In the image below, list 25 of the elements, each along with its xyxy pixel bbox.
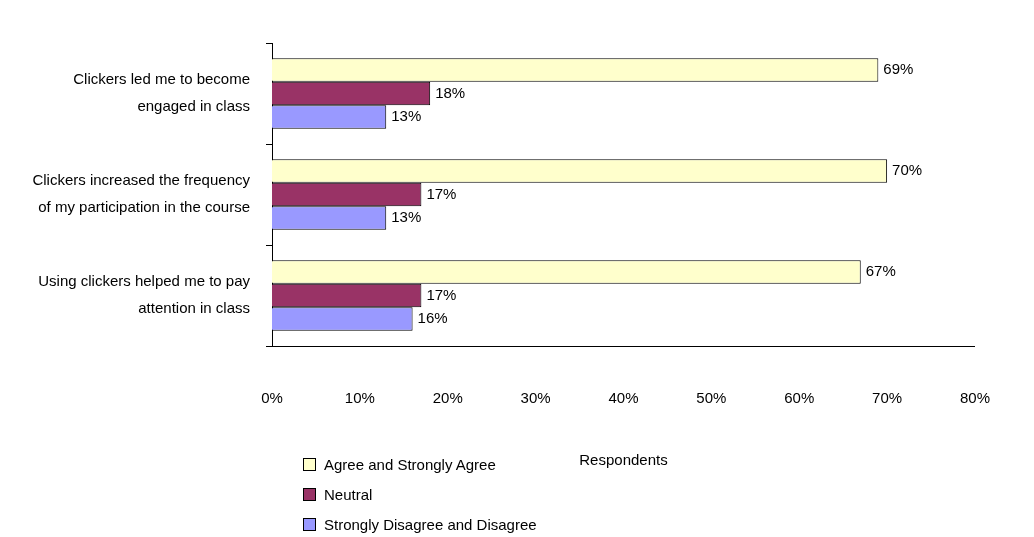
data-label: 16% — [417, 309, 448, 327]
legend-label: Strongly Disagree and Disagree — [324, 515, 537, 533]
x-tick-label: 0% — [261, 389, 283, 407]
y-tick-label: Clickers led me to become engaged in class — [73, 70, 250, 115]
y-tick-label: Clickers increased the frequency of my participation in the course — [32, 171, 251, 216]
data-label: 13% — [391, 107, 422, 125]
legend-label: Agree and Strongly Agree — [324, 455, 496, 473]
x-tick-label: 30% — [520, 389, 551, 407]
data-label: 67% — [865, 262, 896, 280]
x-tick-label: 70% — [872, 389, 903, 407]
x-tick-label: 80% — [959, 389, 990, 407]
x-tick-label: 40% — [608, 389, 639, 407]
x-axis-title: Respondents — [579, 451, 668, 469]
x-tick-label: 50% — [696, 389, 727, 407]
data-label: 17% — [426, 285, 457, 303]
data-label: 69% — [883, 60, 914, 78]
legend-label: Neutral — [324, 485, 373, 503]
data-label: 13% — [391, 208, 422, 226]
data-label: 18% — [435, 83, 466, 101]
x-tick-label: 60% — [784, 389, 815, 407]
y-tick-label: Using clickers helped me to pay attention in class — [38, 272, 251, 317]
data-label: 70% — [892, 161, 923, 179]
x-tick-label: 20% — [432, 389, 463, 407]
data-label: 17% — [426, 184, 457, 202]
x-tick-label: 10% — [344, 389, 375, 407]
